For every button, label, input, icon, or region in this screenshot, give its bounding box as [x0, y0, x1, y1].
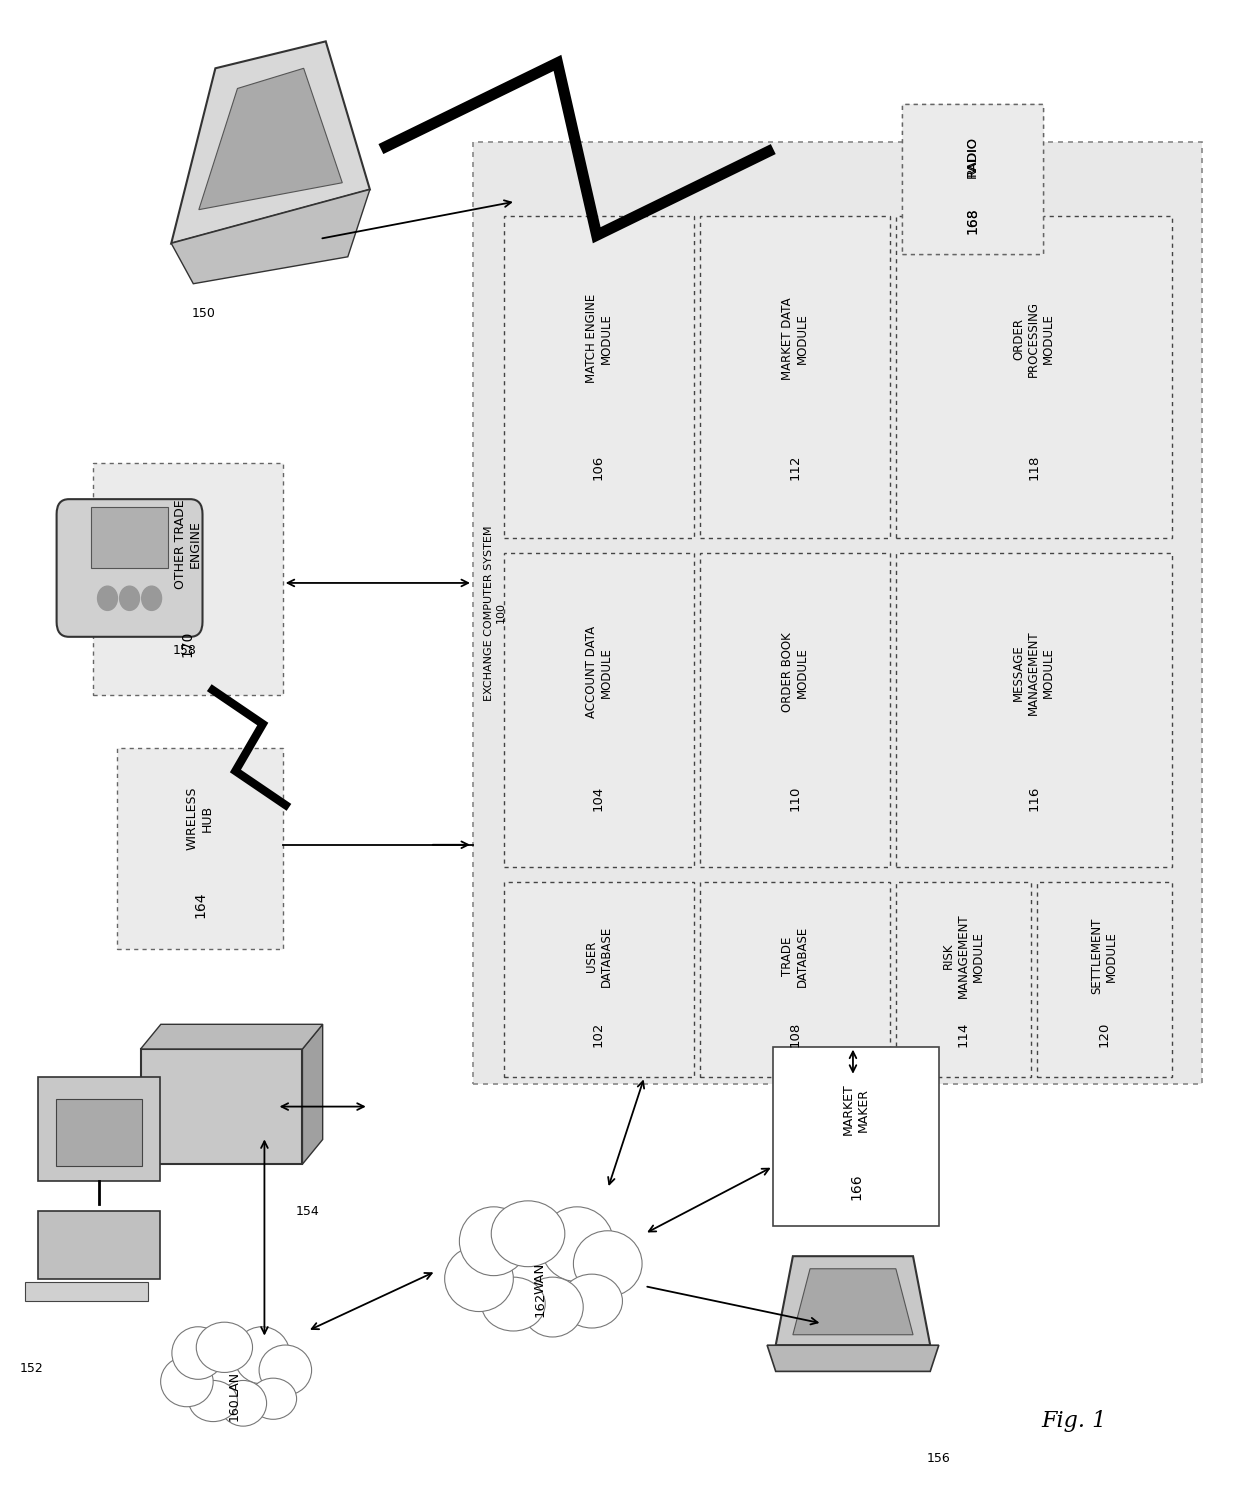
- Bar: [895, 216, 1172, 538]
- Text: 170: 170: [181, 631, 195, 657]
- Text: 168: 168: [966, 207, 980, 234]
- Polygon shape: [303, 1024, 322, 1164]
- Text: TRADE
DATABASE: TRADE DATABASE: [781, 926, 808, 986]
- Text: 168: 168: [966, 207, 980, 234]
- Bar: [699, 882, 890, 1077]
- Bar: [472, 142, 1203, 1084]
- Bar: [93, 464, 283, 695]
- Text: 152: 152: [20, 1362, 43, 1376]
- Text: 120: 120: [1097, 1021, 1111, 1046]
- Bar: [1037, 882, 1172, 1077]
- Bar: [503, 216, 693, 538]
- FancyBboxPatch shape: [57, 500, 202, 637]
- Polygon shape: [140, 1024, 322, 1049]
- Ellipse shape: [249, 1379, 296, 1419]
- Text: 158: 158: [172, 643, 197, 657]
- Ellipse shape: [198, 1341, 269, 1410]
- Bar: [901, 104, 1043, 254]
- Bar: [140, 1049, 303, 1164]
- Text: 108: 108: [789, 1021, 801, 1046]
- Text: WAN: WAN: [533, 1262, 547, 1294]
- Text: 164: 164: [193, 892, 207, 918]
- Text: 118: 118: [1027, 455, 1040, 480]
- Polygon shape: [171, 189, 370, 284]
- Text: MARKET
MAKER: MARKET MAKER: [842, 1084, 870, 1136]
- Circle shape: [119, 586, 139, 610]
- Bar: [503, 882, 693, 1077]
- Bar: [503, 553, 693, 867]
- Text: MATCH ENGINE
MODULE: MATCH ENGINE MODULE: [584, 294, 613, 384]
- Bar: [25, 1282, 148, 1302]
- Text: EXCHANGE COMPUTER SYSTEM
100: EXCHANGE COMPUTER SYSTEM 100: [484, 525, 506, 701]
- Text: 110: 110: [789, 785, 801, 811]
- Ellipse shape: [196, 1323, 253, 1373]
- Bar: [895, 553, 1172, 867]
- Ellipse shape: [259, 1345, 311, 1395]
- Bar: [37, 1077, 160, 1181]
- Polygon shape: [792, 1268, 913, 1335]
- Text: 156: 156: [928, 1451, 951, 1465]
- Text: RADIO: RADIO: [966, 136, 980, 177]
- Text: RISK
MANAGEMENT
MODULE: RISK MANAGEMENT MODULE: [942, 914, 985, 998]
- Bar: [37, 1211, 160, 1279]
- Text: 104: 104: [591, 785, 605, 811]
- Ellipse shape: [494, 1226, 587, 1317]
- Circle shape: [141, 586, 161, 610]
- Ellipse shape: [541, 1206, 614, 1282]
- Polygon shape: [768, 1345, 939, 1371]
- Text: LAN: LAN: [227, 1371, 241, 1395]
- Text: Fig. 1: Fig. 1: [1042, 1410, 1106, 1431]
- Text: 114: 114: [957, 1021, 970, 1046]
- Text: 160: 160: [227, 1397, 241, 1421]
- Text: 162: 162: [533, 1291, 547, 1317]
- Bar: [56, 1099, 141, 1166]
- Text: RADIO: RADIO: [966, 136, 980, 178]
- Polygon shape: [198, 68, 342, 210]
- Ellipse shape: [445, 1246, 513, 1312]
- Text: SETTLEMENT
MODULE: SETTLEMENT MODULE: [1090, 918, 1118, 994]
- Ellipse shape: [522, 1277, 583, 1336]
- Text: 154: 154: [295, 1205, 319, 1217]
- Circle shape: [98, 586, 118, 610]
- Text: 150: 150: [191, 307, 215, 320]
- Text: MESSAGE
MANAGEMENT
MODULE: MESSAGE MANAGEMENT MODULE: [1012, 630, 1055, 714]
- Bar: [699, 553, 890, 867]
- Text: 116: 116: [1027, 785, 1040, 811]
- Ellipse shape: [491, 1200, 565, 1267]
- Polygon shape: [171, 41, 370, 243]
- Bar: [901, 104, 1043, 254]
- Polygon shape: [776, 1256, 930, 1345]
- Text: USER
DATABASE: USER DATABASE: [584, 926, 613, 986]
- Text: WIRELESS
HUB: WIRELESS HUB: [186, 787, 215, 850]
- Bar: [774, 1046, 939, 1226]
- Ellipse shape: [219, 1380, 267, 1425]
- Bar: [118, 747, 283, 950]
- Text: OTHER TRADE
ENGINE: OTHER TRADE ENGINE: [174, 500, 202, 589]
- Ellipse shape: [573, 1231, 642, 1297]
- Ellipse shape: [459, 1206, 528, 1276]
- Text: ORDER BOOK
MODULE: ORDER BOOK MODULE: [781, 633, 808, 713]
- Bar: [699, 216, 890, 538]
- Bar: [895, 882, 1030, 1077]
- Ellipse shape: [481, 1277, 546, 1330]
- Bar: [91, 507, 169, 568]
- Text: 106: 106: [591, 455, 605, 480]
- Text: 102: 102: [591, 1021, 605, 1046]
- Text: ACCOUNT DATA
MODULE: ACCOUNT DATA MODULE: [584, 627, 613, 719]
- Ellipse shape: [161, 1356, 213, 1407]
- Text: 112: 112: [789, 455, 801, 480]
- Text: ORDER
PROCESSING
MODULE: ORDER PROCESSING MODULE: [1012, 300, 1055, 376]
- Text: MARKET DATA
MODULE: MARKET DATA MODULE: [781, 297, 808, 381]
- Ellipse shape: [172, 1327, 224, 1379]
- Ellipse shape: [562, 1274, 622, 1327]
- Ellipse shape: [188, 1380, 238, 1421]
- Text: 166: 166: [849, 1173, 863, 1200]
- Ellipse shape: [234, 1327, 290, 1383]
